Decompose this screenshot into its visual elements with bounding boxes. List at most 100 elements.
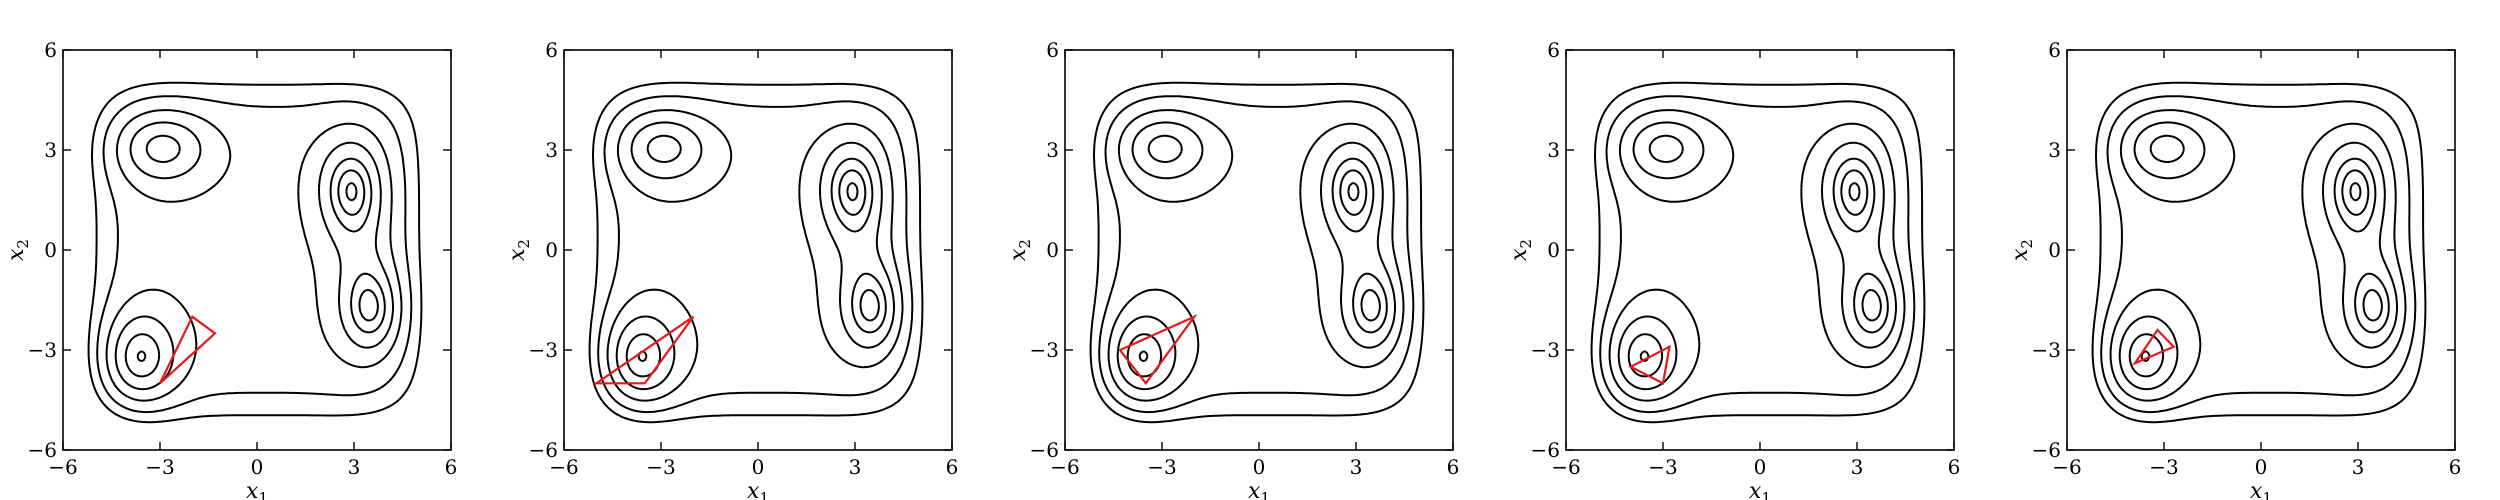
y-tick-label: 3	[545, 138, 558, 162]
simplex-triangle	[592, 315, 695, 385]
contour-lines	[1089, 81, 1425, 424]
x-tick-label: 0	[752, 455, 765, 479]
contour-level-1	[846, 182, 859, 202]
contour-level-2	[1138, 169, 1381, 362]
y-tick-label: 6	[1046, 38, 1059, 62]
y-axis-label: x2	[1006, 239, 1034, 261]
contour-level-1	[1347, 182, 1360, 202]
x-tick-label: 3	[849, 455, 862, 479]
y-tick-label: 3	[44, 138, 57, 162]
contour-level-7	[2091, 81, 2427, 424]
x-tick-label: −6	[549, 455, 578, 479]
contour-level-7	[1089, 81, 1425, 424]
x-tick-label: −3	[1147, 455, 1176, 479]
y-tick-label: 0	[1547, 238, 1560, 262]
y-axis-label: x2	[4, 239, 32, 261]
y-tick-label: 6	[1547, 38, 1560, 62]
contour-level-3	[2128, 134, 2390, 378]
x-tick-label: −3	[2149, 455, 2178, 479]
contour-level-5	[1107, 109, 1405, 402]
y-tick-label: 0	[2048, 238, 2061, 262]
contour-level-2	[1639, 169, 1882, 362]
x-tick-label: 6	[1447, 455, 1460, 479]
x-axis-label: x1	[246, 479, 268, 500]
x-tick-label: 0	[1253, 455, 1266, 479]
y-tick-label: 6	[2048, 38, 2061, 62]
panel-4: −6 −3 0 3 6 −6 −3 0 3 6 x1 x2	[1507, 38, 1960, 500]
contour-lines	[2091, 81, 2427, 424]
x-tick-label: −3	[145, 455, 174, 479]
contour-level-7	[1590, 81, 1926, 424]
x-tick-label: 3	[1851, 455, 1864, 479]
x-tick-label: 0	[1754, 455, 1767, 479]
x-tick-label: −3	[1648, 455, 1677, 479]
x-axis-label: x1	[1248, 479, 1270, 500]
panel-1: −6 −3 0 3 6 −6 −3 0 3 6 x1 x2	[4, 38, 457, 500]
x-tick-label: 6	[2449, 455, 2462, 479]
contour-level-4	[1617, 121, 1897, 391]
x-tick-label: 6	[445, 455, 458, 479]
contour-level-5	[105, 109, 403, 402]
x-tick-label: −6	[1050, 455, 1079, 479]
simplex-triangle	[1628, 344, 1671, 385]
contour-level-7	[588, 81, 924, 424]
contour-level-1	[2349, 182, 2362, 202]
contour-level-4	[2118, 121, 2398, 391]
x-tick-label: 6	[946, 455, 959, 479]
contour-level-3	[1627, 134, 1889, 378]
contour-level-3	[625, 134, 887, 378]
x-axis-label: x1	[2250, 479, 2272, 500]
y-tick-label: −6	[529, 438, 558, 462]
contour-level-2	[637, 169, 880, 362]
contour-level-5	[606, 109, 904, 402]
x-axis-label: x1	[747, 479, 769, 500]
y-axis-label: x2	[2008, 239, 2036, 261]
simplex-triangle	[159, 315, 217, 385]
x-tick-label: −6	[48, 455, 77, 479]
x-tick-label: 6	[1948, 455, 1961, 479]
panel-3: −6 −3 0 3 6 −6 −3 0 3 6 x1 x2	[1006, 38, 1459, 500]
y-tick-label: −3	[28, 338, 57, 362]
contour-lines	[87, 81, 423, 424]
y-axis-label: x2	[505, 239, 533, 261]
y-tick-label: 0	[1046, 238, 1059, 262]
contour-level-6	[1599, 95, 1916, 414]
x-tick-label: 0	[2255, 455, 2268, 479]
y-tick-label: −3	[1531, 338, 1560, 362]
contour-level-6	[1098, 95, 1415, 414]
y-tick-label: −3	[529, 338, 558, 362]
simplex-triangle	[1118, 314, 1198, 386]
panels: −6 −3 0 3 6 −6 −3 0 3 6 x1 x2 −6 −3 0 3 6 −6 −3 0 3 6 x1 x2 −6 −3…	[4, 38, 2461, 500]
x-tick-label: 3	[1350, 455, 1363, 479]
y-tick-label: 0	[44, 238, 57, 262]
simplex-triangle	[2131, 328, 2176, 366]
y-tick-label: 6	[44, 38, 57, 62]
x-tick-label: 3	[2352, 455, 2365, 479]
contour-level-5	[1608, 109, 1906, 402]
y-tick-label: 0	[545, 238, 558, 262]
contour-level-6	[597, 95, 914, 414]
y-tick-label: 3	[1547, 138, 1560, 162]
x-tick-label: −3	[646, 455, 675, 479]
y-tick-label: 6	[545, 38, 558, 62]
y-tick-label: −6	[1531, 438, 1560, 462]
y-tick-label: −3	[2032, 338, 2061, 362]
x-tick-label: −6	[1551, 455, 1580, 479]
x-tick-label: 3	[348, 455, 361, 479]
contour-level-4	[1116, 121, 1396, 391]
contour-level-5	[2109, 109, 2407, 402]
contour-level-7	[87, 81, 423, 424]
contour-level-3	[124, 134, 386, 378]
y-tick-label: −6	[28, 438, 57, 462]
y-tick-label: −6	[1030, 438, 1059, 462]
y-tick-label: 3	[1046, 138, 1059, 162]
panel-5: −6 −3 0 3 6 −6 −3 0 3 6 x1 x2	[2008, 38, 2461, 500]
contour-level-1	[1848, 182, 1861, 202]
x-tick-label: 0	[251, 455, 264, 479]
contour-level-2	[2140, 169, 2383, 362]
contour-lines	[588, 81, 924, 424]
x-axis-label: x1	[1749, 479, 1771, 500]
y-tick-label: 3	[2048, 138, 2061, 162]
y-axis-label: x2	[1507, 239, 1535, 261]
